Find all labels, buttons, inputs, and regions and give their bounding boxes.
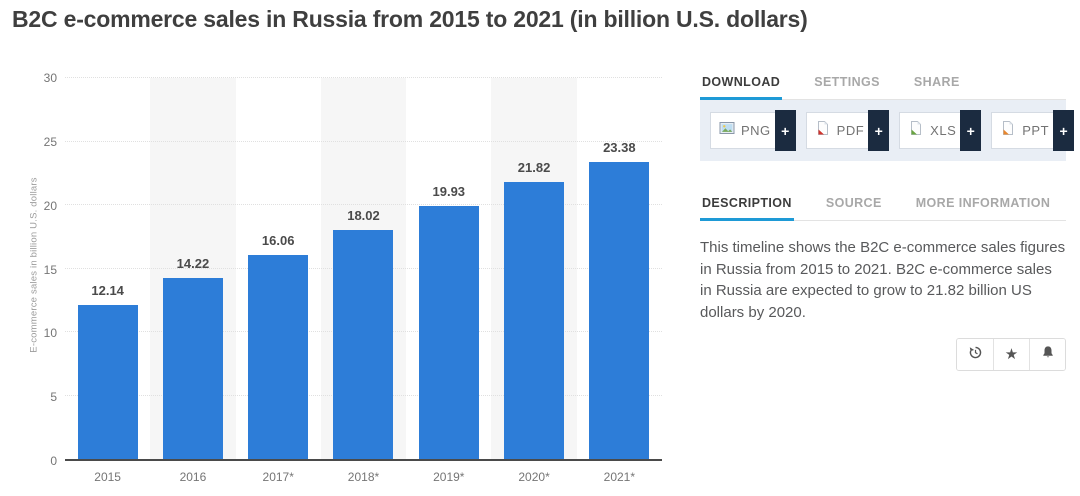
bar-column: 14.22 (150, 78, 235, 459)
x-tick-label: 2017* (262, 470, 294, 484)
bar-value-label: 18.02 (347, 208, 380, 224)
gridline (65, 204, 662, 205)
download-ppt-button[interactable]: PPT + (991, 110, 1075, 151)
chart-plot-area: 12.14 14.22 16.06 18.02 19.93 21.82 23.38 (65, 77, 662, 461)
star-icon: ★ (1004, 346, 1019, 363)
chart-description: This timeline shows the B2C e-commerce s… (700, 239, 1066, 321)
bar-value-label: 12.14 (91, 282, 124, 298)
notification-button[interactable] (1029, 339, 1065, 370)
bar-2016[interactable] (162, 278, 223, 459)
bar-2020*[interactable] (504, 181, 565, 459)
bar-value-label: 16.06 (261, 233, 295, 249)
info-tabs: DESCRIPTION SOURCE MORE INFORMATION (700, 191, 1066, 221)
download-pdf-button[interactable]: PDF + (805, 110, 890, 151)
y-tick-label: 0 (50, 454, 57, 468)
bar-2021*[interactable] (589, 162, 650, 459)
y-axis-ticks: 0 5 10 15 20 25 30 (10, 71, 57, 468)
y-tick-label: 30 (43, 71, 57, 85)
favorite-button[interactable]: ★ (993, 339, 1029, 370)
bell-icon (1041, 345, 1055, 364)
download-xls-button[interactable]: XLS + (899, 110, 982, 151)
pdf-plus-button[interactable]: + (868, 110, 890, 151)
xls-plus-button[interactable]: + (960, 110, 982, 151)
download-png-label: PNG (741, 123, 771, 138)
ppt-plus-button[interactable]: + (1053, 110, 1075, 151)
gridline (65, 140, 662, 142)
bar-column: 12.14 (65, 78, 150, 459)
x-tick-label: 2016 (179, 470, 207, 484)
x-tick-label: 2018* (347, 470, 380, 484)
x-tick-label: 2021* (603, 470, 636, 484)
x-tick-label: 2020* (518, 470, 550, 484)
gridline (65, 77, 662, 78)
download-ppt-label: PPT (1022, 123, 1050, 138)
bar-column: 21.82 (491, 78, 576, 459)
xls-file-icon (908, 120, 924, 141)
bar-value-label: 23.38 (603, 140, 636, 156)
tab-settings[interactable]: SETTINGS (814, 75, 880, 89)
bar-2018*[interactable] (333, 230, 394, 459)
bar-value-label: 19.93 (432, 183, 466, 199)
history-button[interactable] (957, 339, 993, 370)
y-tick-label: 10 (43, 326, 57, 341)
png-image-icon (719, 120, 735, 141)
bar-value-label: 21.82 (517, 159, 551, 175)
bar-chart: E-commerce sales in billion U.S. dollars… (10, 60, 672, 496)
download-xls-label: XLS (930, 123, 957, 138)
action-buttons-row: ★ (700, 338, 1066, 371)
bar-2019*[interactable] (418, 205, 479, 459)
download-bar: PNG + PDF + (700, 100, 1075, 161)
tab-download[interactable]: DOWNLOAD (700, 70, 783, 100)
png-plus-button[interactable]: + (774, 110, 796, 151)
history-icon (968, 345, 983, 365)
side-panel: DOWNLOAD SETTINGS SHARE PNG + (700, 70, 1075, 371)
y-tick-label: 25 (43, 134, 57, 149)
bar-column: 23.38 (577, 78, 662, 459)
y-tick-label: 20 (43, 198, 57, 213)
page-title: B2C e-commerce sales in Russia from 2015… (12, 6, 808, 32)
tab-source[interactable]: SOURCE (825, 196, 882, 210)
x-tick-label: 2015 (94, 470, 121, 484)
bar-value-label: 14.22 (176, 256, 210, 272)
y-tick-label: 5 (50, 390, 57, 405)
action-button-group: ★ (956, 338, 1066, 371)
tab-share[interactable]: SHARE (913, 75, 960, 89)
bar-2015[interactable] (77, 304, 138, 459)
tab-more-information[interactable]: MORE INFORMATION (915, 196, 1051, 210)
bar-column: 19.93 (406, 78, 491, 459)
pdf-file-icon (815, 120, 831, 141)
panel-tabs: DOWNLOAD SETTINGS SHARE (700, 70, 1066, 100)
bar-column: 18.02 (321, 78, 406, 459)
x-axis-labels: 2015 2016 2017* 2018* 2019* 2020* 2021* (65, 470, 662, 490)
download-pdf-label: PDF (836, 123, 865, 138)
bar-column: 16.06 (236, 78, 321, 459)
download-png-button[interactable]: PNG + (710, 110, 796, 151)
y-tick-label: 15 (43, 262, 57, 277)
bar-2017*[interactable] (248, 255, 309, 459)
ppt-file-icon (1000, 120, 1016, 141)
x-tick-label: 2019* (433, 470, 465, 484)
tab-description[interactable]: DESCRIPTION (700, 191, 794, 221)
